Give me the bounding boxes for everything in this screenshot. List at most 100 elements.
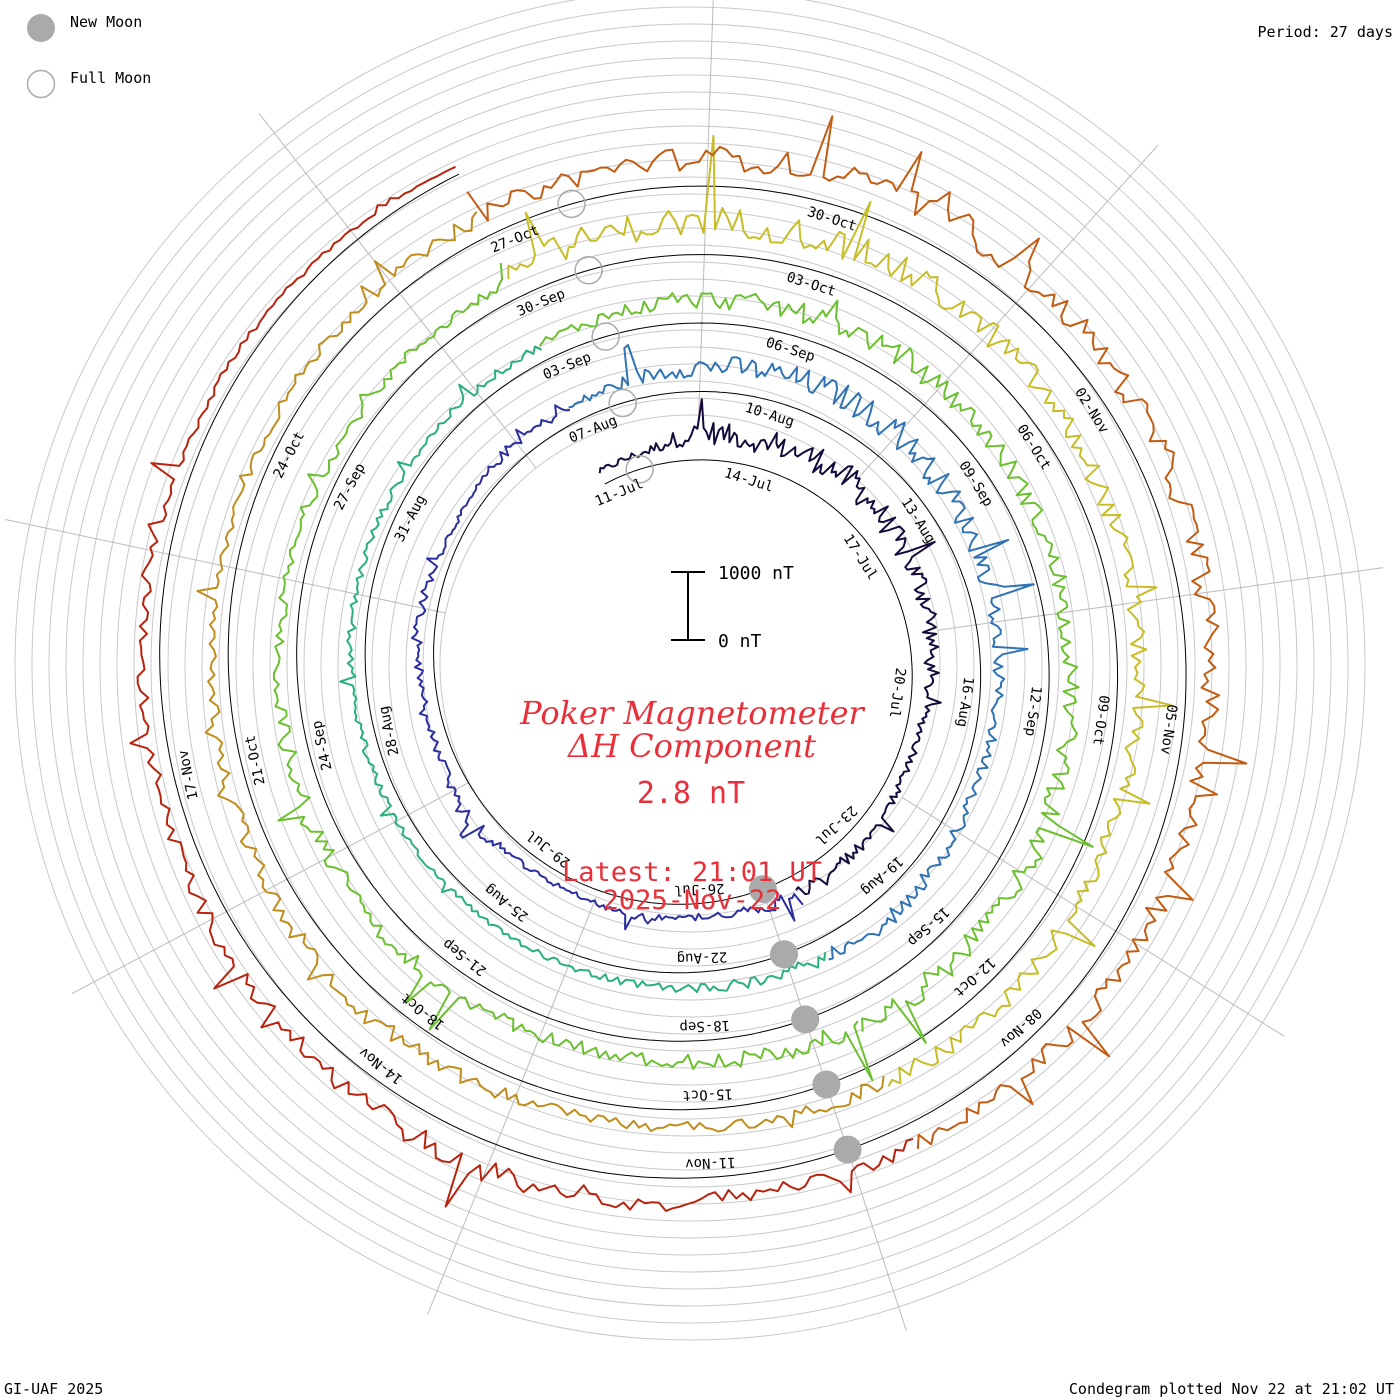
- new-moon-marker: [833, 1135, 862, 1164]
- deltaH-trace-segment: [129, 165, 914, 1212]
- date-label: 17-Jul: [840, 532, 881, 583]
- date-label: 06-Sep: [764, 335, 817, 366]
- date-labels: 11-Jul 14-Jul17-Jul20-Jul23-Jul26-Jul29-J…: [175, 204, 1179, 1172]
- date-label: 26-Jul: [674, 880, 725, 898]
- date-label: 11-Nov: [685, 1154, 736, 1172]
- date-label: 03-Sep: [541, 349, 594, 383]
- grid-ring: [184, 159, 1196, 1171]
- baseline-spiral: [159, 173, 1187, 1179]
- spoke-line: [5, 518, 446, 614]
- deltaH-traces: [129, 115, 1248, 1212]
- date-label: 31-Aug: [392, 492, 430, 544]
- date-label: 22-Aug: [676, 948, 727, 966]
- new-moon-marker: [791, 1005, 820, 1034]
- date-label: 15-Oct: [682, 1085, 733, 1103]
- grid-ring: [133, 108, 1247, 1222]
- grid-ring: [303, 278, 1077, 1052]
- date-label: 05-Nov: [1157, 703, 1180, 755]
- date-label: 16-Aug: [954, 676, 977, 728]
- grid-ring: [405, 380, 975, 950]
- spoke-line: [698, 0, 714, 416]
- chart-title-line1: Poker Magnetometer: [520, 694, 864, 732]
- legend-new-moon-icon: [27, 14, 55, 42]
- legend-full-moon-label: Full Moon: [70, 69, 152, 87]
- date-label: 03-Oct: [784, 269, 837, 300]
- grid-ring: [150, 125, 1230, 1205]
- date-label: 14-Jul: [722, 465, 775, 496]
- rotation-baselines: [159, 173, 1187, 1179]
- deltaH-trace-segment: [196, 211, 885, 1133]
- spoke-line: [766, 902, 907, 1331]
- date-label: 12-Sep: [1021, 685, 1044, 737]
- grid-ring: [82, 57, 1298, 1273]
- grid-ring: [388, 363, 992, 967]
- date-label: 10-Aug: [743, 400, 796, 431]
- deltaH-trace-segment: [466, 115, 1248, 1150]
- full-moon-marker: [591, 322, 620, 351]
- grid-ring: [354, 329, 1026, 1001]
- scale-bar: [671, 571, 705, 641]
- spoke-line: [856, 144, 1159, 480]
- chart-title-line2: ΔH Component: [567, 727, 817, 765]
- legend-new-moon-label: New Moon: [70, 13, 143, 31]
- latest-time: Latest: 21:01 UT: [561, 857, 823, 888]
- deltaH-trace-segment: [568, 344, 1035, 961]
- footer-credit: GI-UAF 2025: [4, 1380, 104, 1398]
- grid-ring: [116, 91, 1264, 1239]
- grid-ring: [371, 346, 1009, 984]
- grid-ring: [14, 0, 1366, 1341]
- full-moon-marker: [557, 189, 586, 219]
- date-label: 27-Sep: [331, 461, 369, 513]
- grid-ring: [422, 397, 958, 933]
- date-label: 08-Nov: [996, 1005, 1044, 1051]
- full-moon-marker: [574, 256, 603, 285]
- spoke-line: [71, 781, 470, 995]
- deltaH-trace-segment: [507, 134, 1173, 1087]
- date-label: 24-Oct: [270, 429, 308, 481]
- grid-ring: [65, 40, 1315, 1290]
- new-moon-marker: [748, 875, 777, 904]
- grid-ring: [48, 23, 1332, 1307]
- grid-ring: [269, 244, 1111, 1086]
- grid-ring: [99, 74, 1281, 1256]
- date-label: 07-Aug: [567, 413, 620, 447]
- full-moon-marker: [625, 455, 654, 484]
- grid-ring: [31, 6, 1349, 1324]
- grid-ring: [286, 261, 1094, 1069]
- spoke-line: [258, 113, 537, 469]
- deltaH-trace-segment: [272, 262, 874, 1082]
- grid-ring: [252, 227, 1128, 1103]
- deltaH-trace-segment: [538, 292, 1094, 1044]
- date-label: 18-Sep: [679, 1017, 730, 1035]
- ring-grid: [14, 0, 1366, 1341]
- date-label: 20-Jul: [886, 667, 909, 719]
- full-moon-marker: [608, 388, 637, 418]
- date-label: 12-Oct: [950, 954, 998, 1000]
- spoke-line: [427, 896, 597, 1315]
- legend-full-moon-icon: [26, 69, 56, 99]
- spoke-line: [901, 797, 1284, 1037]
- scale-top-label: 1000 nT: [718, 563, 794, 584]
- spoke-line: [937, 567, 1384, 631]
- grid-ring: [201, 176, 1179, 1154]
- grid-ring: [337, 312, 1043, 1018]
- date-label: 14-Nov: [356, 1044, 406, 1088]
- moon-phase-markers: [557, 189, 862, 1164]
- latest-date: 2025-Nov-22: [602, 885, 782, 916]
- date-label: 21-Sep: [440, 935, 490, 979]
- grid-ring: [218, 193, 1162, 1137]
- date-label: 09-Oct: [1089, 694, 1112, 746]
- grid-ring: [320, 295, 1060, 1035]
- date-label: 06-Oct: [1013, 422, 1054, 473]
- new-moon-marker: [812, 1070, 841, 1099]
- period-label: Period: 27 days: [1257, 23, 1393, 41]
- deltaH-trace-segment: [339, 345, 827, 993]
- scale-bottom-label: 0 nT: [718, 631, 762, 652]
- footer-plotted: Condegram plotted Nov 22 at 21:02 UT: [1068, 1380, 1394, 1398]
- current-value: 2.8 nT: [636, 776, 746, 811]
- date-label: 11-Jul: [593, 476, 646, 510]
- new-moon-marker: [770, 940, 798, 969]
- date-label: 30-Oct: [805, 204, 858, 235]
- grid-ring: [235, 210, 1145, 1120]
